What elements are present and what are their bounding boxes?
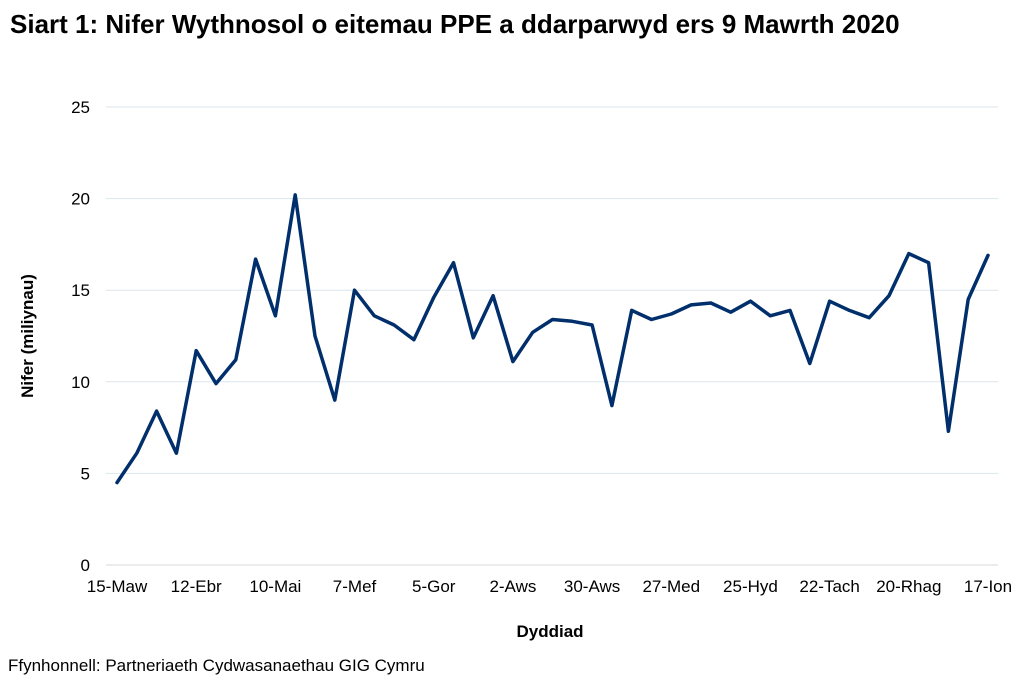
data-point — [531, 330, 535, 334]
data-point — [986, 253, 990, 257]
chart-title: Siart 1: Nifer Wythnosol o eitemau PPE a… — [10, 9, 900, 39]
data-point — [590, 323, 594, 327]
data-point — [808, 361, 812, 365]
x-tick-label: 17-Ion — [964, 577, 1012, 596]
data-point — [491, 294, 495, 298]
data-point — [946, 429, 950, 433]
x-tick-label: 7-Mef — [333, 577, 377, 596]
x-tick-label: 22-Tach — [799, 577, 859, 596]
series-line — [115, 193, 990, 485]
data-point — [293, 193, 297, 197]
data-point — [847, 308, 851, 312]
x-tick-label: 27-Med — [642, 577, 700, 596]
y-tick-label: 0 — [81, 556, 90, 575]
data-point — [768, 314, 772, 318]
data-point — [570, 319, 574, 323]
series-layer — [115, 193, 990, 485]
data-point — [214, 382, 218, 386]
x-axis-title: Dyddiad — [516, 622, 583, 641]
y-axis-title: Nifer (miliynau) — [18, 274, 37, 398]
data-point — [709, 301, 713, 305]
data-point — [828, 299, 832, 303]
x-tick-label: 25-Hyd — [723, 577, 778, 596]
data-point — [966, 297, 970, 301]
data-point — [412, 338, 416, 342]
x-tick-label: 12-Ebr — [171, 577, 222, 596]
gridlines — [106, 106, 998, 474]
data-point — [452, 261, 456, 265]
data-point — [353, 288, 357, 292]
x-tick-label: 20-Rhag — [876, 577, 941, 596]
data-point — [372, 314, 376, 318]
data-point — [115, 481, 119, 485]
data-point — [135, 451, 139, 455]
data-point — [174, 451, 178, 455]
data-point — [392, 323, 396, 327]
y-tick-label: 10 — [71, 373, 90, 392]
data-point — [689, 303, 693, 307]
x-tick-label: 30-Aws — [564, 577, 620, 596]
data-point — [471, 336, 475, 340]
y-tick-label: 25 — [71, 98, 90, 117]
x-tick-label: 10-Mai — [249, 577, 301, 596]
y-tick-label: 5 — [81, 464, 90, 483]
data-point — [254, 257, 258, 261]
data-point — [610, 404, 614, 408]
data-point — [551, 318, 555, 322]
data-point — [511, 360, 515, 364]
x-tick-label: 5-Gor — [412, 577, 456, 596]
y-tick-label: 20 — [71, 190, 90, 209]
data-point — [333, 398, 337, 402]
data-point — [907, 252, 911, 256]
data-point — [273, 314, 277, 318]
data-point — [432, 296, 436, 300]
x-tick-label: 15-Maw — [87, 577, 148, 596]
data-point — [234, 358, 238, 362]
data-point — [729, 310, 733, 314]
tick-labels: 0 5 10 15 20 25 15-Maw 12-Ebr 10-Mai 7-Mef 5-Gor 2-… — [71, 98, 1012, 596]
data-point — [788, 308, 792, 312]
source-note: Ffynhonnell: Partneriaeth Cydwasanaethau… — [8, 656, 425, 675]
data-point — [649, 318, 653, 322]
data-point — [887, 294, 891, 298]
data-point — [669, 312, 673, 316]
data-point — [927, 261, 931, 265]
data-point — [155, 409, 159, 413]
data-point — [867, 316, 871, 320]
data-point — [630, 308, 634, 312]
data-point — [194, 349, 198, 353]
y-tick-label: 15 — [71, 281, 90, 300]
data-point — [748, 299, 752, 303]
x-tick-label: 2-Aws — [489, 577, 536, 596]
data-point — [313, 334, 317, 338]
